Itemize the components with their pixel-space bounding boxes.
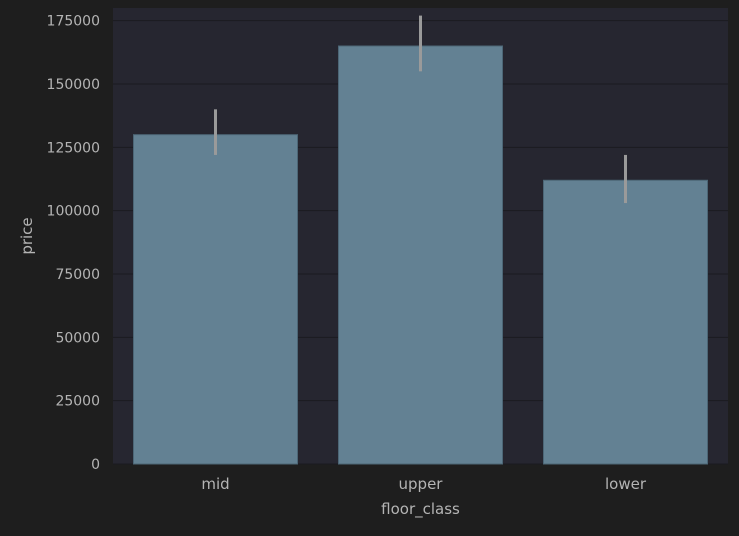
y-tick-labels: 0 25000 50000 75000 100000 125000 150000 175000 [47,14,100,473]
bar-lower [543,179,708,465]
y-tick-label: 175000 [47,14,100,30]
y-tick-label: 100000 [47,204,100,220]
y-tick-label: 50000 [55,330,100,346]
x-axis-label: floor_class [381,500,460,519]
x-tick-label-lower: lower [605,475,647,493]
x-tick-label-upper: upper [399,475,444,493]
bar-mid [133,134,298,465]
bars [133,45,708,465]
y-tick-label: 0 [91,457,100,473]
y-axis-label: price [18,217,36,254]
y-tick-label: 125000 [47,140,100,156]
y-tick-label: 150000 [47,77,100,93]
y-tick-label: 25000 [55,394,100,410]
error-bars [214,15,627,204]
x-tick-label-mid: mid [201,475,229,493]
bar-upper [338,45,503,465]
x-tick-labels: mid upper lower [201,475,646,493]
y-tick-label: 75000 [55,267,100,283]
